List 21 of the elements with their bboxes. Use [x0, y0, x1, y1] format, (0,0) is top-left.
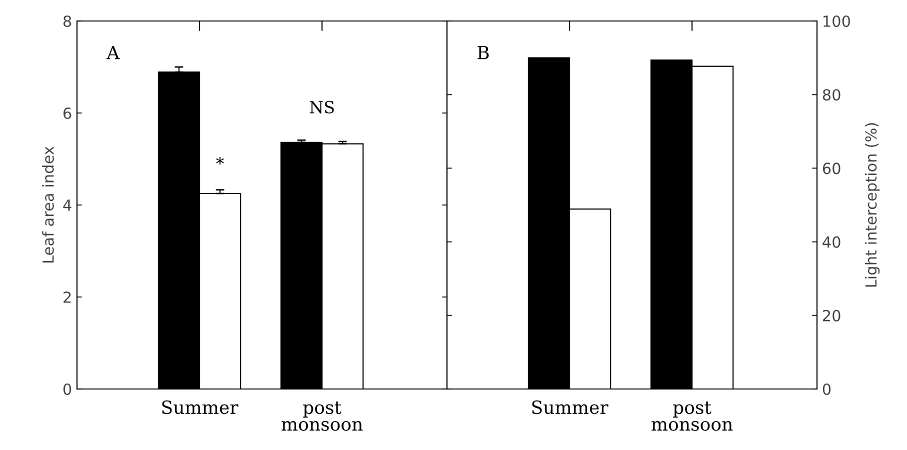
x-tick-label: Summer [162, 400, 238, 414]
y-tick-label: 2 [64, 291, 71, 303]
y-tick-label: 0 [63, 383, 72, 396]
y-tick-label: 80 [822, 89, 840, 101]
x-tick-label: post monsoon [282, 402, 363, 431]
annotation: NS [310, 100, 334, 114]
y-axis-title: Light interception (%) [864, 123, 880, 287]
y-axis-title: Leaf area index [42, 146, 54, 262]
y-tick-label: 0 [822, 383, 831, 396]
y-tick-label: 40 [822, 236, 840, 248]
y-tick-label: 4 [63, 200, 72, 211]
x-tick-label: post monsoon [652, 402, 733, 431]
y-tick-label: 6 [63, 107, 72, 120]
annotation: B [478, 46, 489, 60]
x-tick-label: Summer [532, 400, 608, 414]
y-tick-label: 60 [822, 162, 840, 174]
y-tick-label: 100 [824, 15, 850, 28]
annotation: A [106, 46, 120, 60]
annotation: * [216, 156, 224, 165]
y-tick-label: 20 [822, 310, 840, 322]
y-tick-label: 8 [63, 15, 72, 28]
